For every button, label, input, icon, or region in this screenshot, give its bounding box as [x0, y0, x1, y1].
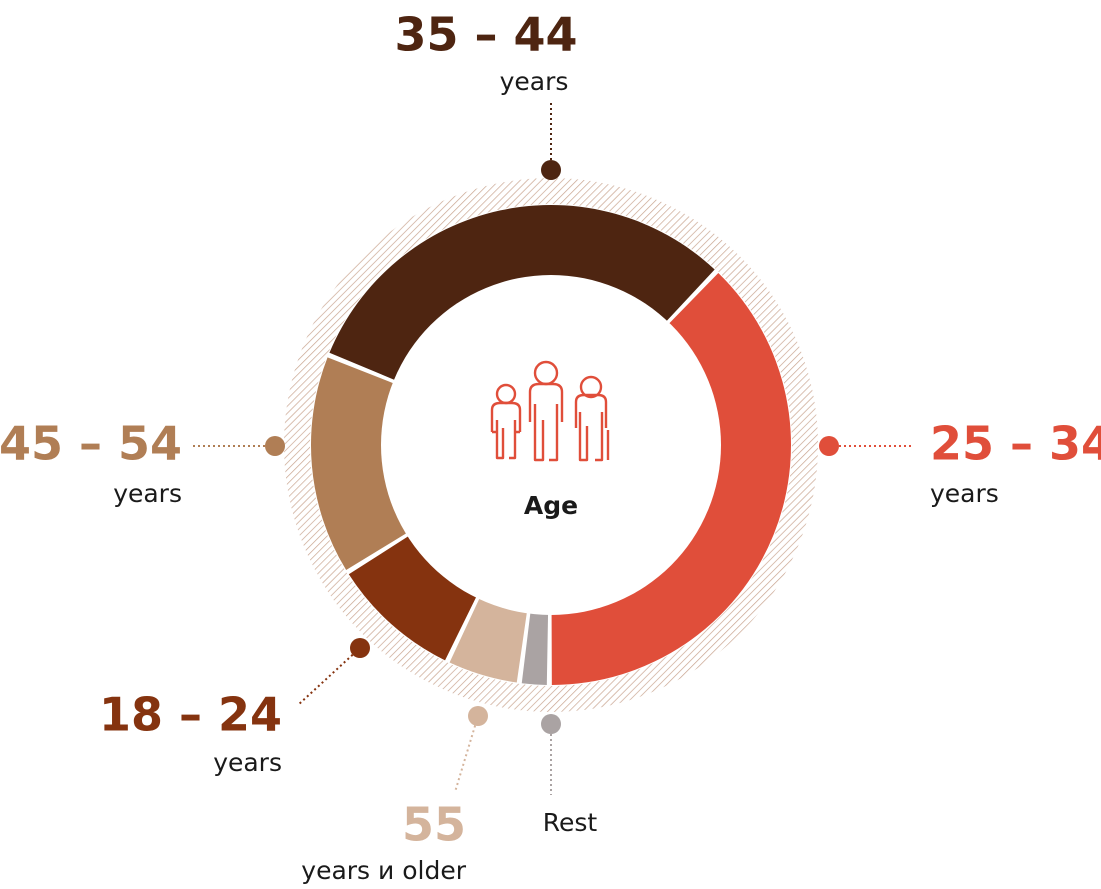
slices: [310, 204, 792, 685]
category-sublabel: years: [930, 479, 999, 508]
label-dot: [350, 638, 370, 658]
slice: [551, 272, 792, 685]
people-icon: [490, 360, 610, 462]
center-title: Age: [524, 491, 578, 520]
label-dot: [468, 706, 488, 726]
slice: [449, 597, 528, 683]
category-label: 18 – 24: [99, 688, 282, 742]
category-label: 35 – 44: [394, 8, 577, 62]
label-dot: [265, 436, 285, 456]
label-dot: [819, 436, 839, 456]
category-sublabel: years: [113, 479, 182, 508]
category-sublabel: years: [213, 748, 282, 777]
category-sublabel: years: [500, 67, 569, 96]
category-sublabel: years и older: [301, 856, 466, 885]
label-dot: [541, 160, 561, 180]
label-dot: [541, 714, 561, 734]
category-label: 45 – 54: [0, 417, 182, 471]
leader-line: [454, 715, 479, 793]
slice: [310, 357, 408, 571]
center-disc: [381, 275, 721, 615]
hatched-ring: [284, 178, 818, 712]
slice: [348, 535, 477, 661]
leader-line: [297, 647, 361, 706]
slice: [521, 611, 549, 685]
category-label: Rest: [543, 808, 598, 837]
category-label: 25 – 34: [930, 417, 1101, 471]
category-label: 55: [402, 798, 466, 852]
slice: [329, 204, 715, 381]
